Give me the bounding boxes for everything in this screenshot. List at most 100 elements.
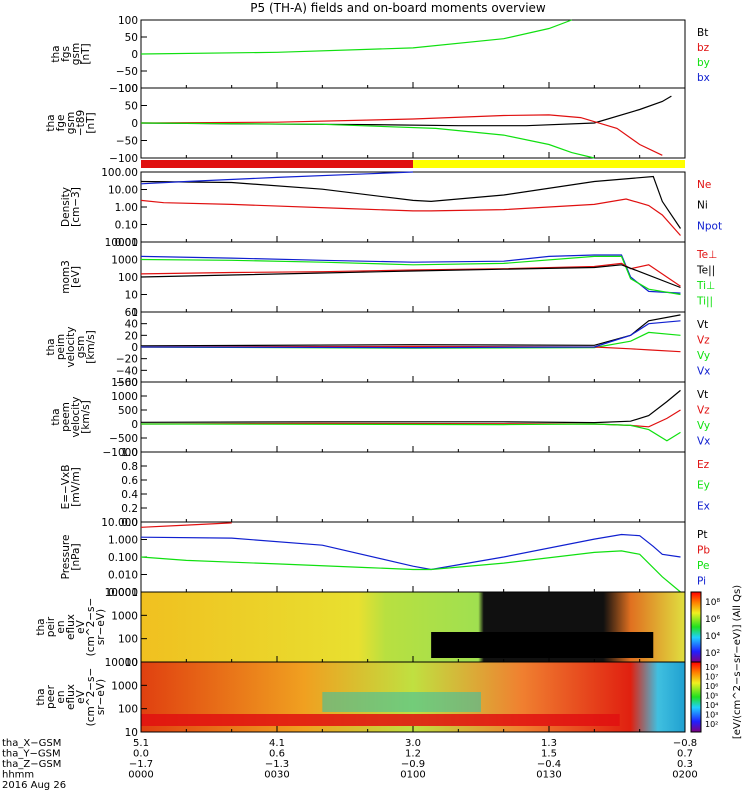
y-axis-label: en [55, 690, 67, 703]
y-axis-label: [km/s] [80, 400, 92, 434]
legend-Pe: Pe [697, 560, 709, 572]
y-tick-label: 500 [118, 405, 138, 417]
y-axis-label: sr−eV) [95, 609, 107, 645]
legend-Vt: Vt [697, 319, 708, 331]
y-tick-label: 0.6 [121, 475, 138, 487]
y-axis-label: (cm^2−s− [85, 598, 97, 657]
series-Npot-line [140, 171, 414, 185]
legend-bz: bz [697, 42, 710, 54]
legend-Ti: Ti|| [696, 296, 713, 308]
y-tick-label: 0.2 [121, 503, 138, 515]
y-tick-label: 100.00 [101, 167, 138, 179]
legend-Pb: Pb [697, 545, 710, 557]
panel-10: 10000 1000 100 10 thapeerenefluxeV(cm^2−s−sr… [35, 657, 686, 739]
orbit-bar-segment [413, 160, 685, 168]
ephemeris-value: 0100 [400, 770, 425, 781]
ephemeris-row-label: tha_Z−GSM [2, 759, 61, 770]
series-by-line [140, 122, 595, 159]
legend-Pi: Pi [697, 576, 706, 588]
y-axis-label: mom3 [60, 260, 72, 294]
y-tick-label: 10000 [105, 657, 138, 669]
series-Ne-line [140, 198, 681, 236]
y-tick-label: 100 [118, 704, 138, 716]
series-bz-line [140, 114, 663, 156]
colorbar-tick: 10⁴ [705, 701, 718, 710]
legend-Vt: Vt [697, 389, 708, 401]
ephemeris-value: −0.9 [401, 759, 425, 770]
y-tick-label: −1000 [102, 447, 138, 459]
series-Vy-line [140, 423, 681, 442]
colorbar-tick: 10⁵ [705, 692, 718, 701]
colorbar-bottom [690, 661, 702, 733]
series-Ti2-line [140, 255, 681, 296]
y-tick-label: −60 [116, 377, 138, 389]
y-tick-label: 0 [131, 419, 138, 431]
y-tick-label: 100 [118, 83, 138, 95]
y-tick-label: −40 [116, 365, 138, 377]
y-axis-label: [nT] [85, 112, 97, 133]
legend-Vz: Vz [697, 405, 710, 417]
y-axis-label: [eV] [70, 266, 82, 288]
y-tick-label: 0.100 [108, 552, 138, 564]
orbit-bar-segment [141, 160, 413, 168]
legend-Ez: Ez [697, 459, 710, 471]
y-tick-label: −100 [109, 83, 138, 95]
y-tick-label: 20 [125, 330, 138, 342]
legend-Ne: Ne [697, 179, 711, 191]
series-Ni-line [140, 175, 681, 229]
y-tick-label: 1000 [111, 391, 138, 403]
y-tick-label: 100 [118, 634, 138, 646]
colorbar-tick: 10⁸ [705, 663, 718, 672]
ephemeris-value: 0000 [128, 770, 153, 781]
y-axis-label: tha [50, 45, 62, 62]
series-Pe-line [140, 550, 681, 593]
legend-Npot: Npot [697, 220, 722, 232]
y-tick-label: 50 [125, 32, 138, 44]
ephemeris-value: 0.7 [677, 749, 693, 760]
series-Vt-line [140, 314, 681, 347]
panel-frame [140, 381, 686, 453]
y-axis-label: fge [55, 115, 67, 132]
y-axis-label: tha [35, 688, 47, 705]
y-tick-label: 40 [125, 319, 138, 331]
y-axis-label: (cm^2−s− [85, 668, 97, 727]
y-axis-label: −t89 [75, 110, 87, 136]
y-axis-label: [cm−3] [70, 187, 82, 227]
legend-Ti: Ti⊥ [696, 280, 715, 292]
y-axis-label: Pressure [60, 535, 72, 580]
y-axis-label: velocity [65, 326, 77, 367]
colorbar-tick: 10² [705, 649, 720, 659]
colorbar-top [690, 591, 702, 663]
y-axis-label: peer [45, 684, 57, 709]
y-tick-label: 10000 [105, 587, 138, 599]
panel-frame [140, 241, 686, 313]
y-tick-label: 1000 [111, 610, 138, 622]
y-axis-label: gsm [75, 336, 87, 358]
series-Pb-line [140, 522, 232, 528]
ephemeris-value: 3.0 [405, 738, 421, 749]
y-axis-label: tha [45, 338, 57, 355]
panel-frame [140, 451, 686, 523]
y-tick-label: 0.01 [115, 237, 138, 249]
spectrogram-band [322, 692, 481, 712]
legend-Te: Te|| [696, 265, 715, 277]
y-tick-label: 1.000 [108, 535, 138, 547]
legend-Vx: Vx [697, 366, 710, 378]
y-tick-label: 0.0 [121, 517, 138, 529]
y-tick-label: −50 [116, 136, 138, 148]
y-tick-label: 1000 [111, 255, 138, 267]
colorbar-tick: 10⁸ [705, 598, 720, 608]
y-tick-label: 100 [118, 15, 138, 27]
ephemeris-value: 5.1 [133, 738, 149, 749]
y-tick-label: 10 [125, 290, 138, 302]
legend-Te: Te⊥ [696, 249, 717, 261]
ephemeris-value: 0.6 [269, 749, 285, 760]
y-tick-label: −500 [109, 433, 138, 445]
series-Vx-line [140, 320, 681, 349]
legend-Ni: Ni [697, 200, 708, 212]
colorbar-label: [eV/(cm^2−s−sr−eV)] (All Qs) [732, 585, 743, 739]
